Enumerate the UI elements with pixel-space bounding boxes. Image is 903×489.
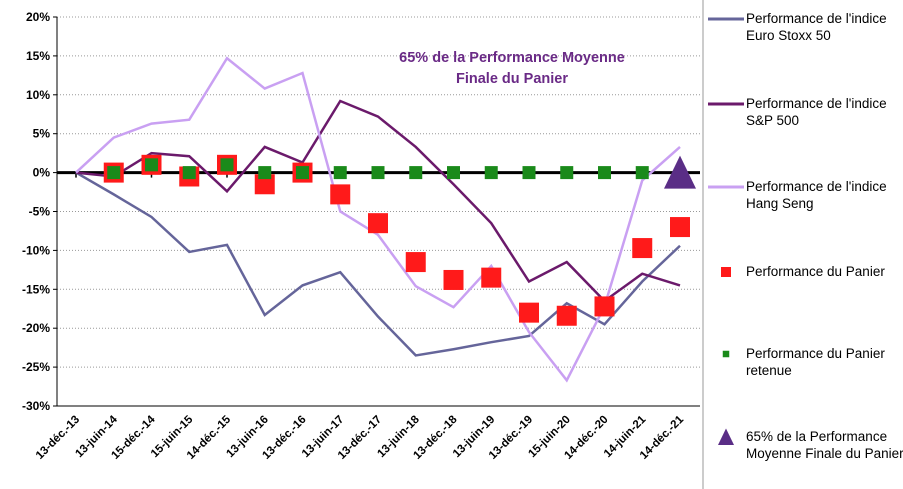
- x-tick-label: 13-déc.-13: [34, 414, 82, 462]
- square-marker: [182, 166, 196, 180]
- square-marker: [522, 166, 536, 180]
- square-marker: [368, 213, 388, 234]
- legend-label: 65% de la Performance Moyenne Finale du …: [746, 429, 903, 461]
- square-marker: [560, 166, 574, 180]
- square-marker: [484, 166, 498, 180]
- y-tick-label: 0%: [33, 166, 51, 180]
- legend-label: Performance du Panier: [746, 264, 885, 279]
- series-line: [75, 56, 681, 383]
- y-tick-label: 5%: [33, 127, 51, 141]
- series-line: [75, 99, 681, 303]
- square-marker: [481, 267, 502, 288]
- square-marker: [632, 238, 653, 259]
- legend-label: Performance de l'indice Euro Stoxx 50: [746, 11, 887, 43]
- triangle-marker: [718, 428, 734, 445]
- y-tick-label: -20%: [22, 321, 50, 335]
- legend-label: Performance du Panier retenue: [746, 346, 885, 378]
- square-marker: [145, 158, 158, 172]
- square-marker: [598, 166, 611, 180]
- legend-label: Performance de l'indice Hang Seng: [746, 179, 887, 211]
- square-marker: [254, 174, 275, 195]
- y-tick-label: 10%: [26, 88, 50, 102]
- square-marker: [107, 166, 121, 180]
- square-marker: [594, 296, 615, 317]
- square-marker: [670, 217, 690, 238]
- square-marker: [333, 166, 347, 180]
- square-marker: [519, 302, 539, 323]
- triangle-marker: [664, 155, 696, 189]
- y-tick-label: -25%: [22, 360, 50, 374]
- chart-title: Finale du Panier: [456, 71, 568, 87]
- y-tick-label: -10%: [22, 243, 50, 257]
- square-marker: [371, 166, 385, 180]
- square-marker: [721, 267, 731, 277]
- square-marker: [443, 269, 464, 290]
- square-marker: [635, 166, 649, 180]
- series-line: [75, 171, 681, 357]
- legend-swatch: [721, 267, 731, 277]
- y-tick-label: 20%: [26, 10, 50, 24]
- square-marker: [722, 350, 730, 358]
- square-marker: [409, 166, 423, 180]
- square-marker: [556, 305, 577, 326]
- y-tick-label: -5%: [29, 205, 51, 219]
- y-tick-label: -15%: [22, 282, 50, 296]
- y-tick-label: -30%: [22, 399, 50, 413]
- square-marker: [258, 166, 272, 180]
- square-marker: [405, 252, 426, 273]
- chart-title: 65% de la Performance Moyenne: [399, 50, 625, 66]
- legend-swatch: [718, 428, 734, 445]
- legend-label: Performance de l'indice S&P 500: [746, 96, 887, 128]
- square-marker: [296, 166, 309, 180]
- y-tick-label: 15%: [26, 49, 50, 63]
- square-marker: [447, 166, 460, 180]
- square-marker: [220, 158, 234, 172]
- square-marker: [330, 184, 351, 205]
- legend-swatch: [722, 350, 730, 358]
